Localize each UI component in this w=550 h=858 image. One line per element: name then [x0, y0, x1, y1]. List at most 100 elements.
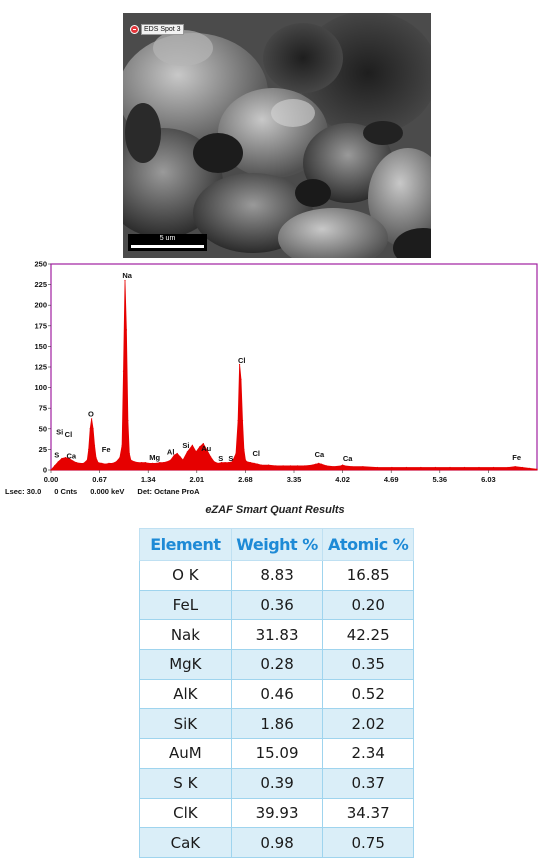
table-row: AuM 15.09 2.34	[139, 738, 414, 769]
spectrum-point	[315, 463, 317, 465]
spectrum-point	[492, 466, 495, 469]
table-row: MgK 0.28 0.35	[139, 649, 414, 680]
table-body: O K 8.83 16.85 FeL 0.36 0.20 Nak 31.83 42.25 MgK 0…	[139, 560, 414, 858]
spectrum-point	[536, 468, 538, 470]
cell-atomic: 2.02	[322, 708, 414, 740]
spectrum-point	[92, 428, 94, 430]
spectrum-point	[83, 462, 85, 464]
cell-atomic: 0.35	[322, 649, 414, 680]
spectrum-point	[73, 461, 75, 463]
spectrum-point	[72, 460, 74, 462]
y-tick-label: 175	[34, 321, 47, 330]
spectrum-point	[210, 456, 212, 458]
y-tick-label: 0	[43, 466, 47, 475]
cell-weight: 8.83	[230, 560, 324, 591]
spectrum-point	[88, 448, 90, 450]
spectrum-point	[253, 462, 255, 464]
cell-weight: 15.09	[230, 738, 324, 769]
y-axis-ticks: 0 25 50 75 100 125 150 175 200 225 250	[34, 260, 51, 475]
spectrum-point	[231, 461, 233, 463]
table-row: AlK 0.46 0.52	[139, 678, 414, 710]
spectrum-point	[237, 420, 239, 422]
spectrum-point	[75, 462, 77, 464]
spectrum-point	[54, 465, 56, 467]
cell-element: ClK	[139, 797, 232, 829]
spectrum-point	[241, 420, 244, 422]
cell-element: AlK	[139, 678, 232, 710]
spectrum-point	[79, 462, 81, 464]
spectrum-point	[351, 466, 353, 468]
x-tick-label: 3.35	[287, 475, 302, 484]
peak-label: O	[88, 409, 94, 418]
peak-label: Al	[167, 447, 175, 456]
spectrum-point	[213, 461, 215, 463]
spectrum-point	[228, 462, 230, 464]
sem-texture	[123, 13, 431, 258]
spectrum-point	[206, 449, 208, 451]
scale-bar: 5 um	[128, 234, 207, 251]
peak-label: Cl	[238, 356, 246, 365]
y-tick-label: 200	[34, 301, 47, 310]
spectrum-point	[420, 466, 422, 469]
spectrum-point	[240, 378, 242, 380]
spectrum-point	[195, 451, 197, 453]
y-tick-label: 225	[34, 280, 47, 289]
spot-marker-icon	[130, 24, 139, 34]
spectrum-point	[70, 459, 72, 461]
peak-label: Cl	[65, 430, 73, 439]
spectrum-point	[246, 461, 248, 463]
spectrum-point	[202, 443, 204, 445]
spectrum-point	[170, 459, 172, 461]
spectrum-point	[91, 418, 93, 420]
table-row: O K 8.83 16.85	[139, 560, 414, 591]
spectrum-point	[449, 466, 451, 469]
cell-weight: 0.46	[230, 678, 324, 710]
cell-weight: 39.93	[230, 797, 324, 829]
spectrum-point	[89, 428, 91, 430]
cell-atomic: 42.25	[322, 619, 414, 651]
spectrum-point	[137, 462, 139, 464]
scale-bar-label: 5 um	[159, 235, 176, 242]
y-tick-label: 250	[34, 260, 47, 269]
x-tick-label: 5.36	[432, 475, 447, 484]
scale-bar-line	[131, 245, 204, 248]
series-layer	[50, 279, 538, 471]
y-tick-label: 75	[39, 404, 47, 413]
spectrum-point	[376, 466, 378, 469]
spectrum-point	[144, 462, 146, 464]
peak-label: Na	[122, 271, 132, 280]
table-row: S K 0.39 0.37	[139, 767, 414, 799]
spectrum-point	[318, 462, 320, 464]
detector-readout: Det: Octane ProA	[137, 487, 200, 496]
spectrum-point	[104, 463, 106, 465]
spectrum-point	[478, 466, 480, 469]
spectrum-point	[191, 444, 193, 446]
table-row: FeL 0.36 0.20	[139, 589, 414, 621]
table-title: eZAF Smart Quant Results	[205, 504, 345, 516]
spectrum-point	[514, 466, 516, 468]
spectrum-point	[112, 462, 114, 464]
cell-element: AuM	[139, 738, 232, 769]
x-tick-label: 1.34	[141, 475, 156, 484]
cell-atomic: 34.37	[322, 797, 414, 829]
spectrum-point	[220, 462, 223, 464]
spectrum-point	[311, 464, 313, 466]
lsec-readout: Lsec: 30.0	[5, 487, 42, 496]
spot-label: EDS Spot 3	[141, 23, 184, 35]
spectrum-point	[244, 459, 246, 461]
cell-element: FeL	[139, 589, 232, 621]
spectrum-point	[93, 444, 96, 446]
cell-element: O K	[139, 560, 232, 591]
spectrum-point	[127, 420, 129, 422]
spectrum-point	[57, 461, 59, 463]
peak-label: Fe	[102, 445, 111, 454]
peak-label: Au	[201, 444, 211, 453]
y-tick-label: 50	[39, 424, 47, 433]
cell-atomic: 2.34	[322, 738, 414, 769]
spectrum-footer: Lsec: 30.0 0 Cnts 0.000 keV Det: Octane …	[5, 487, 200, 496]
table-row: Nak 31.83 42.25	[139, 619, 414, 651]
spectrum-point	[186, 451, 188, 453]
spectrum-point	[68, 457, 70, 460]
cell-weight: 0.39	[230, 767, 324, 799]
spectrum-point	[235, 452, 237, 455]
